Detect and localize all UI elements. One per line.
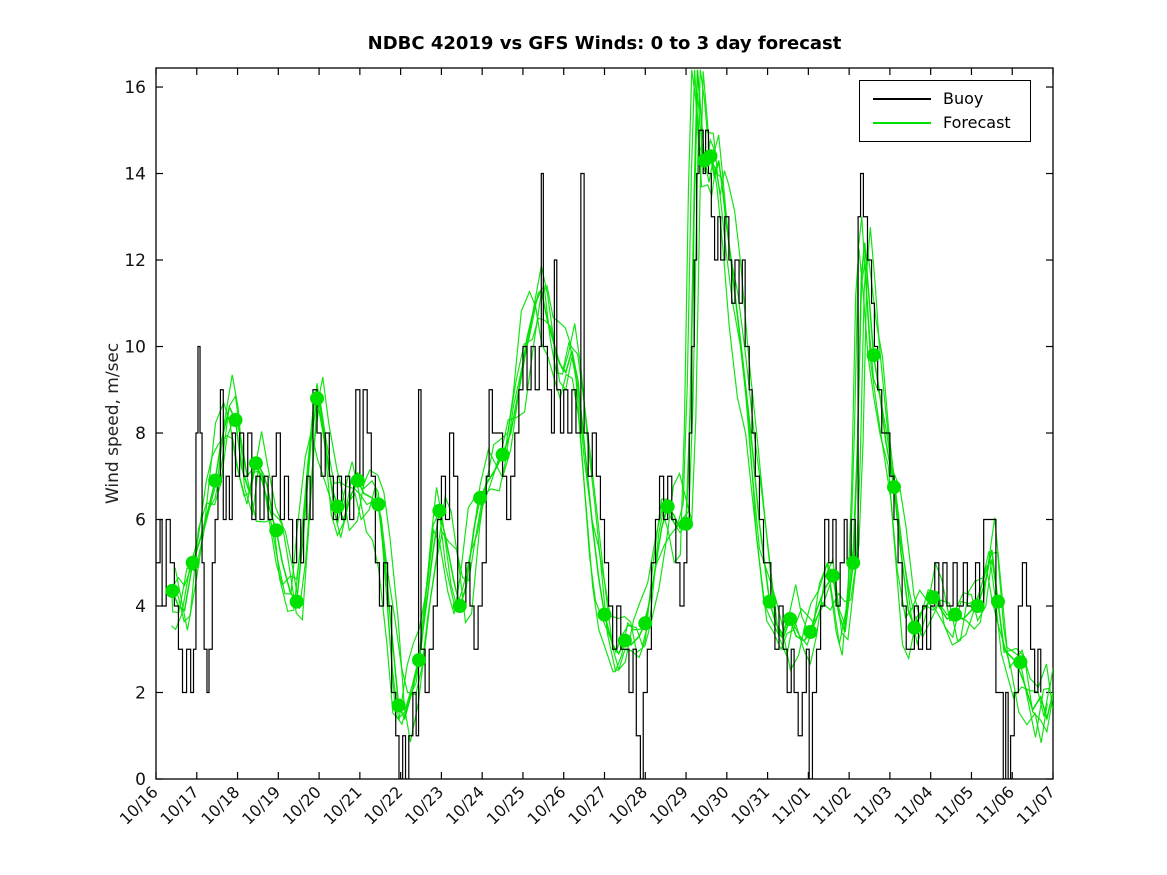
x-tick-label: 10/31 xyxy=(727,782,773,828)
y-tick-label: 10 xyxy=(124,338,146,358)
x-tick-label: 10/30 xyxy=(687,782,733,828)
forecast-start-marker xyxy=(228,413,243,428)
y-tick-label: 0 xyxy=(135,770,146,790)
forecast-start-marker xyxy=(925,590,940,605)
y-tick-label: 14 xyxy=(124,165,146,185)
y-tick-label: 8 xyxy=(135,424,146,444)
forecast-start-marker xyxy=(597,607,612,622)
x-tick-label: 10/20 xyxy=(279,782,325,828)
forecast-start-marker xyxy=(825,568,840,583)
x-tick-label: 10/24 xyxy=(442,782,488,828)
forecast-start-marker xyxy=(866,348,881,363)
forecast-start-marker xyxy=(495,447,510,462)
legend-row-buoy: Buoy xyxy=(860,91,1030,107)
x-tick-label: 10/18 xyxy=(197,782,243,828)
x-tick-label: 10/19 xyxy=(238,782,284,828)
forecast-series-line xyxy=(171,69,1053,722)
forecast-start-marker xyxy=(269,523,284,538)
forecast-start-marker xyxy=(391,698,406,713)
x-tick-label: 11/04 xyxy=(890,782,936,828)
forecast-start-marker xyxy=(248,456,263,471)
forecast-start-marker xyxy=(411,653,426,668)
x-tick-label: 10/26 xyxy=(524,782,570,828)
x-tick-label: 10/29 xyxy=(646,782,692,828)
x-tick-label: 11/07 xyxy=(1013,782,1059,828)
y-tick-label: 2 xyxy=(135,684,146,704)
y-tick-label: 4 xyxy=(135,597,146,617)
forecast-start-marker xyxy=(452,599,467,614)
x-tick-label: 10/21 xyxy=(320,782,366,828)
x-tick-label: 10/28 xyxy=(605,782,651,828)
forecast-ensemble-line xyxy=(174,69,1053,738)
forecast-start-marker xyxy=(970,599,985,614)
x-tick-label: 10/27 xyxy=(564,782,610,828)
y-tick-label: 12 xyxy=(124,251,146,271)
legend-label-forecast: Forecast xyxy=(943,113,1011,132)
chart-title: NDBC 42019 vs GFS Winds: 0 to 3 day fore… xyxy=(367,33,842,54)
forecast-start-marker xyxy=(432,503,447,518)
forecast-start-marker xyxy=(783,611,798,626)
forecast-ensemble-line xyxy=(171,92,1053,734)
forecast-start-marker xyxy=(165,583,180,598)
forecast-start-marker xyxy=(990,594,1005,609)
forecast-start-marker xyxy=(679,516,694,531)
forecast-start-marker xyxy=(330,499,345,514)
forecast-start-marker xyxy=(617,633,632,648)
forecast-start-marker xyxy=(762,594,777,609)
axes-box xyxy=(155,67,1054,780)
x-tick-label: 10/22 xyxy=(360,782,406,828)
forecast-start-marker xyxy=(350,473,365,488)
forecast-start-marker xyxy=(208,473,223,488)
buoy-series-line xyxy=(156,129,1042,779)
forecast-start-marker xyxy=(703,149,718,164)
forecast-start-marker xyxy=(371,497,386,512)
forecast-start-marker xyxy=(907,620,922,635)
forecast-start-marker xyxy=(660,499,675,514)
x-tick-label: 11/03 xyxy=(850,782,896,828)
forecast-start-marker xyxy=(886,480,901,495)
y-tick-label: 16 xyxy=(124,78,146,98)
forecast-start-marker xyxy=(310,391,325,406)
legend-row-forecast: Forecast xyxy=(860,115,1030,131)
forecast-start-marker xyxy=(473,490,488,505)
y-tick-label: 6 xyxy=(135,511,146,531)
forecast-line-swatch xyxy=(873,122,931,124)
forecast-start-marker xyxy=(803,624,818,639)
legend-label-buoy: Buoy xyxy=(943,89,984,108)
forecast-start-marker xyxy=(638,616,653,631)
x-tick-label: 11/02 xyxy=(809,782,855,828)
forecast-ensemble-line xyxy=(177,71,1053,743)
x-tick-label: 11/06 xyxy=(972,782,1018,828)
x-tick-label: 10/23 xyxy=(401,782,447,828)
legend: Buoy Forecast xyxy=(859,80,1031,142)
forecast-start-marker xyxy=(846,555,861,570)
x-tick-label: 11/01 xyxy=(768,782,814,828)
x-tick-label: 10/17 xyxy=(157,782,203,828)
forecast-start-marker xyxy=(1013,655,1028,670)
forecast-start-marker xyxy=(948,607,963,622)
forecast-start-marker xyxy=(289,594,304,609)
x-tick-label: 10/25 xyxy=(483,782,529,828)
buoy-line-swatch xyxy=(873,98,931,100)
forecast-start-marker xyxy=(185,555,200,570)
x-tick-label: 11/05 xyxy=(931,782,977,828)
